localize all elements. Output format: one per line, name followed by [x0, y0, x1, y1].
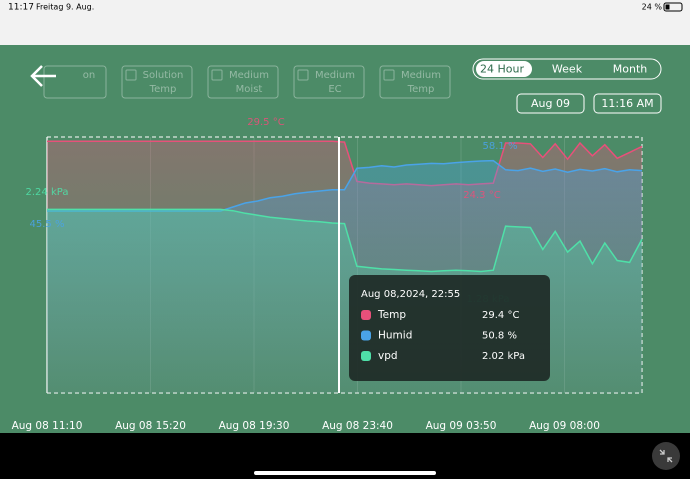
tab-label: Solution Temp — [143, 70, 184, 95]
status-date: Freitag 9. Aug. — [36, 3, 94, 12]
tooltip-title: Aug 08,2024, 22:55 — [361, 289, 460, 300]
tab-label: Medium EC — [315, 70, 355, 95]
status-bar — [0, 0, 690, 45]
tooltip-value: 29.4 °C — [482, 310, 519, 321]
tooltip — [349, 275, 550, 381]
range-selector — [472, 58, 662, 80]
tab-label: Medium Moist — [229, 70, 269, 95]
tab-checkbox — [383, 69, 395, 81]
range-option[interactable]: 24 Hour — [480, 63, 524, 76]
series-line — [47, 140, 643, 187]
tab[interactable] — [379, 65, 451, 99]
tab-checkbox — [211, 69, 223, 81]
time-button[interactable] — [593, 93, 662, 114]
tab[interactable] — [207, 65, 279, 99]
back-button[interactable] — [30, 65, 56, 87]
tooltip-name: Humid — [378, 330, 412, 342]
time-label: 11:16 AM — [601, 97, 653, 110]
x-tick-label: Aug 08 11:10 — [12, 420, 83, 432]
battery-level — [665, 4, 670, 10]
tooltip-name: Temp — [377, 309, 406, 321]
x-tick-label: Aug 08 15:20 — [115, 420, 186, 432]
tab-label: Medium Temp — [401, 70, 441, 95]
annotation: 58.1 % — [483, 141, 518, 152]
tab-label: on — [83, 70, 95, 81]
x-tick-label: Aug 08 23:40 — [322, 420, 393, 432]
home-indicator — [254, 471, 436, 475]
series-line — [47, 208, 643, 273]
collapse-icon — [659, 449, 673, 463]
status-time: 11:17 — [8, 3, 34, 13]
range-option[interactable]: Week — [552, 63, 583, 76]
annotation: 24.3 °C — [463, 190, 500, 201]
tab[interactable] — [121, 65, 193, 99]
series-area — [47, 209, 642, 393]
battery-icon — [663, 2, 683, 12]
status-battery: 24 % — [642, 3, 663, 12]
tooltip-swatch — [361, 351, 371, 361]
x-tick-label: Aug 08 19:30 — [219, 420, 290, 432]
tab[interactable] — [43, 65, 107, 99]
annotation: 45.5 % — [30, 219, 65, 230]
annotation: 29.5 °C — [247, 117, 284, 128]
tab-checkbox — [125, 69, 137, 81]
tooltip-swatch — [361, 310, 371, 320]
tooltip-value: 2.02 kPa — [482, 351, 525, 362]
collapse-button[interactable] — [652, 442, 680, 470]
tooltip-name: vpd — [378, 350, 398, 362]
tooltip-value: 50.8 % — [482, 331, 517, 342]
date-button[interactable] — [516, 93, 585, 114]
tooltip-swatch — [361, 330, 371, 341]
range-option[interactable]: Month — [613, 63, 648, 76]
tab[interactable] — [293, 65, 365, 99]
annotation: 2.24 kPa — [26, 187, 69, 198]
x-tick-label: Aug 09 08:00 — [529, 420, 600, 432]
tab-checkbox — [297, 69, 309, 81]
date-label: Aug 09 — [531, 97, 570, 110]
x-tick-label: Aug 09 03:50 — [426, 420, 497, 432]
range-selected — [476, 61, 532, 77]
